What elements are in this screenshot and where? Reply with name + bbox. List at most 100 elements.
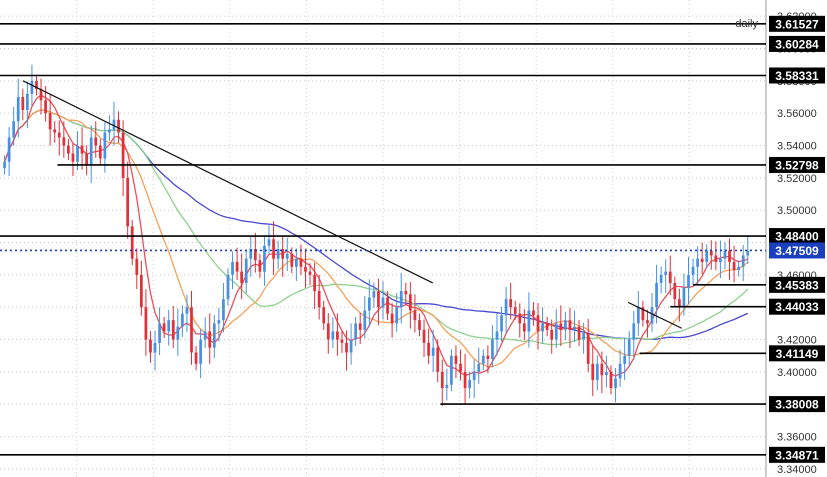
candlestick: [71, 143, 75, 176]
candle-body: [732, 261, 736, 271]
candlestick: [728, 238, 731, 281]
ma-green-line: [3, 109, 749, 346]
price-level: 3.41149: [639, 345, 825, 362]
candlestick: [595, 355, 599, 391]
candlestick: [509, 282, 513, 320]
candle-body: [659, 274, 663, 283]
candlestick: [664, 259, 668, 293]
candle-body: [194, 352, 198, 364]
candle-body: [481, 355, 485, 364]
candle-body: [463, 371, 467, 389]
candle-body: [94, 137, 98, 146]
candlestick: [62, 121, 66, 158]
candle-body: [67, 145, 70, 154]
candle-body: [541, 323, 544, 332]
candlestick: [700, 242, 704, 275]
candlestick: [194, 346, 198, 371]
candle-body: [459, 363, 462, 372]
candlestick: [212, 314, 216, 358]
price-level: 3.34871: [0, 446, 825, 463]
candle-body: [691, 266, 695, 275]
candle-body: [53, 129, 57, 133]
candle-body: [641, 307, 645, 321]
candle-body: [577, 326, 581, 340]
candlestick: [504, 286, 508, 334]
current-price: 3.47509: [0, 242, 825, 259]
candle-body: [700, 258, 704, 262]
candlestick: [377, 278, 380, 326]
candle-body: [491, 339, 494, 359]
candlestick: [313, 262, 316, 310]
candle-body: [235, 261, 239, 272]
candle-body: [741, 255, 745, 267]
candlestick: [171, 305, 175, 348]
candle-body: [646, 320, 649, 324]
price-level: 3.44033: [670, 298, 825, 315]
candle-body: [554, 323, 558, 340]
candle-body: [728, 250, 731, 262]
candle-body: [326, 323, 330, 340]
candlestick: [317, 274, 321, 320]
price-level-label: 3.38008: [775, 398, 819, 412]
candlestick: [746, 236, 750, 264]
candlestick: [646, 309, 649, 338]
candle-body: [636, 307, 640, 324]
candlestick: [554, 309, 558, 348]
candlestick: [258, 253, 262, 279]
candle-body: [723, 250, 727, 259]
candlestick: [668, 255, 672, 296]
candlestick: [21, 88, 25, 121]
current-price-tag: [769, 242, 825, 259]
candle-body: [299, 258, 303, 267]
candle-body: [244, 258, 248, 283]
candlestick: [418, 313, 421, 337]
price-level-label: 3.45383: [775, 278, 819, 292]
price-level: 3.38008: [440, 396, 825, 413]
candlestick: [326, 313, 330, 354]
candle-body: [687, 274, 690, 288]
candle-body: [253, 249, 257, 261]
price-level: 3.52798: [57, 156, 825, 173]
candle-body: [381, 297, 385, 308]
candle-body: [509, 299, 513, 308]
candlestick: [500, 306, 503, 342]
candle-body: [427, 342, 430, 356]
candle-body: [240, 271, 244, 283]
candlestick: [299, 244, 303, 276]
candle-body: [605, 371, 608, 376]
candlestick: [532, 302, 535, 326]
candlestick: [308, 263, 312, 286]
candle-body: [413, 310, 417, 321]
candlestick: [153, 330, 157, 371]
price-level-label: 3.41149: [776, 347, 819, 361]
candlestick: [167, 309, 171, 346]
candlestick: [53, 120, 57, 143]
candlestick: [235, 247, 239, 281]
candlestick: [472, 359, 476, 399]
candlestick: [536, 303, 540, 350]
candlestick: [741, 245, 745, 282]
candlestick: [491, 325, 494, 368]
candlestick: [57, 120, 61, 156]
candlestick: [158, 307, 161, 356]
candlestick: [440, 359, 444, 407]
candlestick: [345, 330, 348, 371]
candle-body: [57, 132, 61, 138]
price-level-label: 3.58331: [775, 69, 819, 83]
trendline: [627, 301, 683, 329]
candle-body: [450, 355, 453, 385]
candle-body: [345, 342, 348, 353]
candlestick: [331, 317, 335, 348]
candle-body: [89, 137, 93, 165]
candlestick: [112, 101, 116, 146]
candlestick: [522, 309, 526, 340]
candle-body: [454, 355, 458, 364]
candle-body: [536, 315, 540, 332]
y-tick-label: 3.56000: [777, 108, 817, 120]
candlestick: [240, 253, 244, 300]
candle-body: [212, 323, 216, 348]
candlestick: [545, 316, 549, 337]
price-level-tag: [769, 345, 825, 362]
candle-body: [30, 80, 34, 94]
candle-body: [21, 97, 25, 110]
